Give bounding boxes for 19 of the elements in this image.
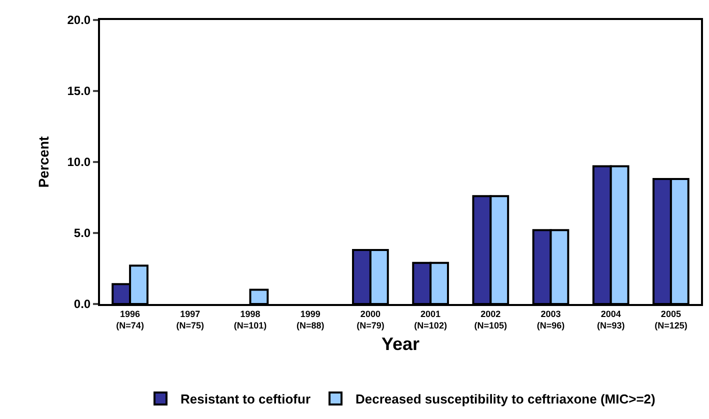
- y-tick-label: 10.0: [67, 155, 91, 170]
- x-tick-label: 2002 (N=105): [474, 308, 508, 330]
- x-tick-label: 1996 (N=74): [116, 308, 144, 330]
- y-tick-label: 20.0: [67, 13, 91, 28]
- x-axis-title: Year: [381, 334, 420, 354]
- x-tick-label: 2001 (N=102): [414, 308, 447, 330]
- x-tick-label: 1998 (N=101): [234, 308, 267, 330]
- x-tick-label: 2000 (N=79): [356, 308, 384, 330]
- x-tick-label: 2005 (N=125): [654, 308, 688, 330]
- y-tick-label: 15.0: [67, 84, 91, 98]
- y-axis-title: Percent: [35, 136, 52, 188]
- y-tick-label: 0.0: [74, 297, 91, 312]
- x-tick-label: 2004 (N=93): [596, 308, 625, 330]
- y-tick-label: 5.0: [74, 226, 91, 240]
- x-tick-label: 2003 (N=96): [536, 308, 565, 330]
- x-tick-label: 1999 (N=88): [296, 308, 324, 330]
- legend-label: Decreased susceptibility to ceftriaxone (MIC>=2): [356, 392, 656, 407]
- x-tick-label: 1997 (N=75): [176, 308, 204, 330]
- legend-label: Resistant to ceftiofur: [180, 392, 311, 407]
